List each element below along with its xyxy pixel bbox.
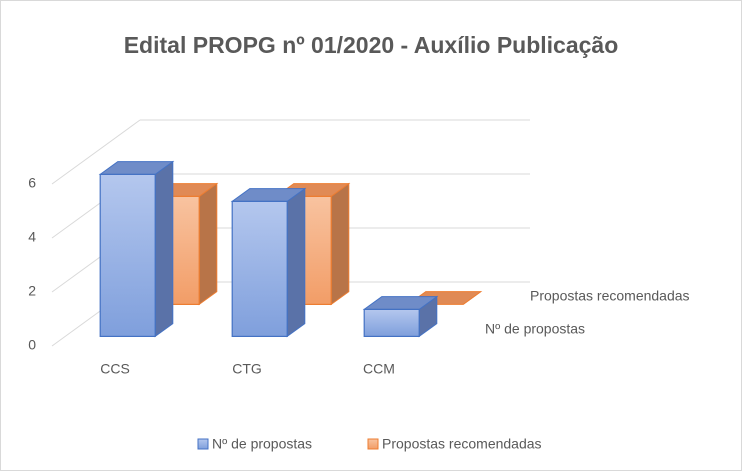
bar xyxy=(363,308,420,337)
depth-label: Nº de propostas xyxy=(485,321,585,337)
x-tick-label: CCM xyxy=(363,361,395,377)
y-tick-label: 2 xyxy=(28,283,36,299)
chart-title: Edital PROPG nº 01/2020 - Auxílio Public… xyxy=(124,32,619,58)
depth-label: Propostas recomendadas xyxy=(530,288,690,304)
grid-line xyxy=(51,119,141,185)
bar xyxy=(231,200,288,337)
legend-label: Nº de propostas xyxy=(212,436,312,452)
bar xyxy=(99,173,156,337)
legend-label: Propostas recomendadas xyxy=(382,436,542,452)
bar-side xyxy=(198,182,218,306)
bar-side xyxy=(330,182,350,306)
legend-swatch xyxy=(367,438,379,450)
y-tick-label: 0 xyxy=(28,337,36,353)
legend-swatch xyxy=(197,438,209,450)
y-tick-label: 4 xyxy=(28,229,36,245)
x-tick-label: CCS xyxy=(100,361,130,377)
bar-side xyxy=(154,160,174,338)
y-tick-label: 6 xyxy=(28,175,36,191)
bar-side xyxy=(286,187,306,338)
x-tick-label: CTG xyxy=(232,361,262,377)
